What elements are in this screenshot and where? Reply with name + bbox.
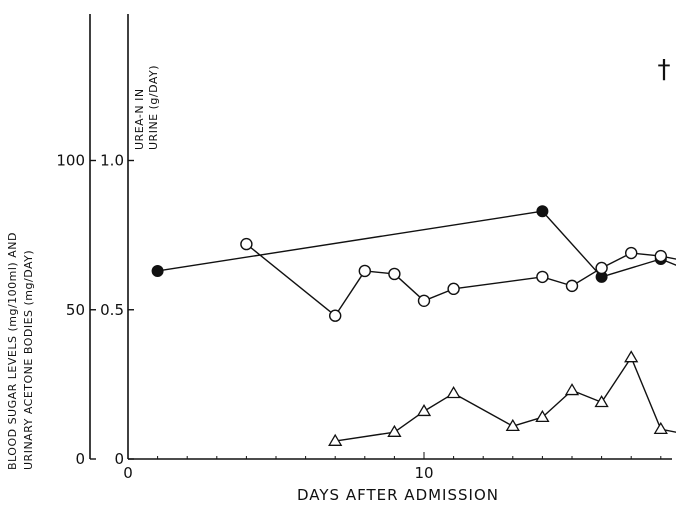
series-open-circle-segment xyxy=(454,277,543,289)
series-open-triangle-point xyxy=(566,384,578,394)
series-layer xyxy=(152,101,676,445)
y-axis-label-right-line-2: URINE (g/DAY) xyxy=(147,65,160,150)
death-mark: † xyxy=(658,55,671,85)
series-open-triangle-segment xyxy=(631,358,661,430)
series-filled-circle-point xyxy=(537,206,548,217)
y-tick-left-label: 50 xyxy=(66,301,85,319)
series-open-triangle-point xyxy=(448,387,460,397)
x-axis-label: DAYS AFTER ADMISSION xyxy=(297,486,499,504)
y-axis-label-right-line-1: UREA-N IN xyxy=(133,88,146,150)
series-open-triangle-point xyxy=(418,405,430,415)
series-open-circle-point xyxy=(419,295,430,306)
series-open-circle-point xyxy=(330,310,341,321)
series-open-circle-point xyxy=(626,248,637,259)
x-tick-label: 10 xyxy=(414,464,433,482)
series-open-circle-point xyxy=(389,268,400,279)
series-open-triangle-point xyxy=(388,426,400,436)
series-open-circle-point xyxy=(359,265,370,276)
series-open-triangle-point xyxy=(596,396,608,406)
series-open-circle-point xyxy=(596,262,607,273)
series-filled-circle-segment xyxy=(158,211,543,271)
y-tick-right-label: 0.5 xyxy=(100,301,124,319)
series-open-circle-segment xyxy=(335,271,365,316)
y-tick-left-label: 0 xyxy=(75,450,85,468)
series-open-circle-point xyxy=(567,280,578,291)
series-filled-circle-point xyxy=(152,265,163,276)
y-tick-left-label: 100 xyxy=(56,152,85,170)
series-open-triangle-point xyxy=(625,352,637,362)
series-open-triangle-segment xyxy=(454,393,513,426)
series-open-triangle-point xyxy=(655,423,667,433)
series-open-circle-point xyxy=(655,251,666,262)
series-filled-circle-segment xyxy=(602,259,661,277)
y-axis-label-left-line-2: URINARY ACETONE BODIES (mg/DAY) xyxy=(22,250,35,470)
series-open-circle-point xyxy=(448,283,459,294)
y-axis-label-left-line-1: BLOOD SUGAR LEVELS (mg/100ml) AND xyxy=(6,232,19,470)
series-open-triangle-segment xyxy=(335,432,394,441)
x-tick-label: 0 xyxy=(123,464,133,482)
series-open-triangle-segment xyxy=(602,358,632,403)
series-open-circle-segment xyxy=(246,244,335,316)
series-filled-circle-segment xyxy=(542,211,601,277)
series-open-circle-point xyxy=(537,271,548,282)
series-open-circle-point xyxy=(241,239,252,250)
y-tick-right-label: 1.0 xyxy=(100,152,124,170)
